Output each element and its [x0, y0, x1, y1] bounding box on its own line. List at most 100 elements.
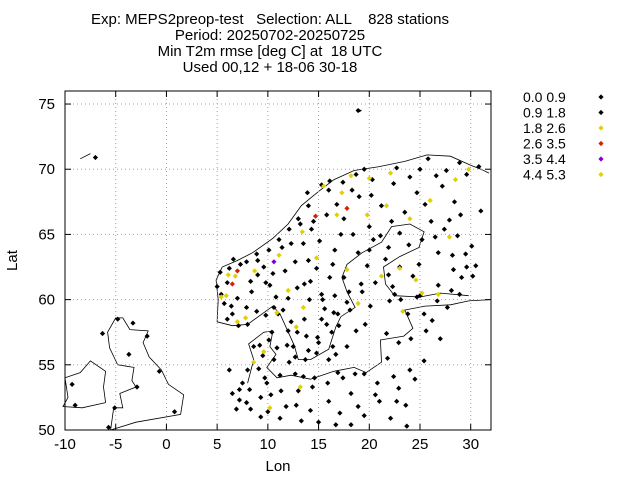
data-point	[232, 273, 238, 279]
data-point	[428, 218, 434, 224]
data-point	[314, 334, 321, 341]
data-point	[255, 257, 261, 264]
legend-marker	[598, 171, 604, 178]
data-point	[349, 187, 355, 193]
data-point	[276, 252, 282, 258]
data-point	[295, 216, 301, 222]
data-point	[355, 300, 361, 307]
data-point	[126, 351, 132, 357]
data-point	[226, 367, 232, 373]
x-tick-label: 0	[162, 436, 170, 453]
x-tick-label: 5	[213, 436, 221, 453]
data-point	[386, 298, 393, 304]
data-point	[305, 257, 312, 264]
data-point	[458, 274, 465, 281]
data-point	[302, 356, 308, 363]
coastline-segment	[80, 153, 91, 160]
data-point	[293, 324, 299, 330]
data-point	[346, 289, 352, 295]
data-point	[306, 297, 313, 303]
data-point	[339, 190, 345, 196]
data-point	[285, 287, 291, 294]
data-point	[352, 371, 358, 377]
data-point	[277, 415, 283, 421]
data-point	[303, 333, 309, 339]
data-point	[466, 166, 472, 172]
data-point	[456, 160, 463, 166]
data-point	[403, 402, 409, 408]
data-point	[463, 251, 469, 257]
coastline-segment	[107, 317, 185, 431]
data-point	[130, 320, 136, 326]
y-tick-label: 65	[38, 226, 55, 243]
data-point	[327, 274, 333, 281]
data-point	[315, 340, 322, 346]
data-point	[221, 300, 227, 307]
legend-marker	[598, 94, 604, 100]
data-point	[326, 187, 332, 193]
data-point	[283, 403, 289, 410]
x-axis-ticks: -10 -5 0 5 10 15 20 25 30	[54, 91, 479, 453]
y-tick-label: 60	[38, 292, 55, 309]
data-point	[235, 323, 242, 329]
data-point	[271, 356, 277, 363]
data-point	[326, 356, 332, 363]
data-point	[391, 180, 397, 187]
data-point	[329, 329, 335, 335]
data-point	[396, 340, 402, 346]
data-point	[334, 212, 340, 218]
data-point	[368, 192, 374, 198]
data-point	[425, 156, 431, 162]
data-point	[249, 289, 255, 295]
data-point	[423, 328, 429, 334]
data-point	[347, 307, 353, 313]
data-point	[313, 350, 320, 356]
data-point	[236, 397, 243, 403]
data-point	[274, 310, 280, 316]
legend-label: 0.0 0.9	[523, 89, 566, 105]
data-point	[229, 311, 235, 317]
data-point	[355, 403, 361, 410]
data-point	[469, 243, 475, 249]
legend: 0.0 0.90.9 1.81.8 2.62.6 3.53.5 4.44.4 5…	[523, 89, 604, 183]
data-point	[251, 343, 257, 350]
title-line-4: Used 00,12 + 18-06 30-18	[182, 59, 358, 76]
data-point	[229, 281, 235, 287]
data-point	[407, 367, 413, 373]
data-point	[258, 414, 264, 420]
data-point	[376, 398, 383, 404]
data-point	[473, 263, 479, 269]
data-point	[223, 293, 229, 299]
data-point	[229, 390, 235, 397]
y-tick-label: 70	[38, 161, 55, 178]
legend-label: 1.8 2.6	[523, 120, 566, 136]
data-point	[449, 252, 456, 258]
legend-marker	[598, 156, 604, 162]
x-tick-label: 15	[310, 436, 327, 453]
data-point	[324, 321, 330, 327]
data-point	[355, 107, 361, 114]
data-point	[353, 328, 359, 334]
data-point	[293, 402, 299, 408]
legend-label: 2.6 3.5	[523, 136, 566, 152]
data-point	[372, 392, 378, 398]
data-point	[243, 259, 250, 265]
data-point	[359, 289, 365, 295]
data-point	[446, 217, 453, 223]
data-point	[99, 330, 106, 337]
data-point	[378, 203, 385, 209]
data-point	[406, 242, 412, 248]
data-point	[247, 386, 253, 393]
data-point	[427, 197, 433, 204]
data-point	[319, 182, 325, 188]
data-point	[390, 283, 396, 290]
data-point	[236, 386, 243, 393]
data-point	[72, 402, 78, 408]
data-point	[421, 311, 427, 317]
data-point	[448, 287, 455, 294]
coastline-segment	[215, 154, 490, 322]
data-point	[364, 263, 370, 269]
y-tick-label: 55	[38, 357, 55, 374]
data-point	[228, 303, 234, 309]
data-point	[333, 422, 339, 428]
